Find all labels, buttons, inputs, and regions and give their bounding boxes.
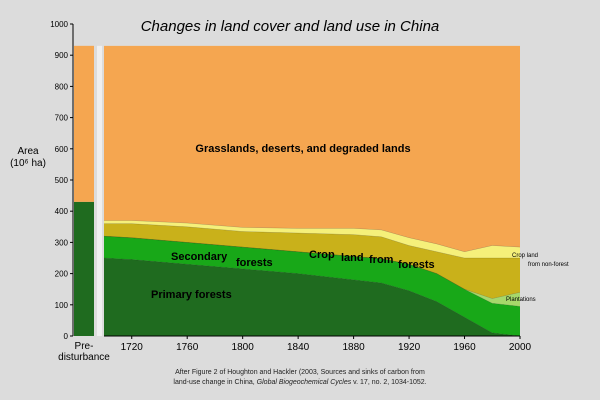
label-crop-1: Crop bbox=[309, 249, 335, 261]
pre-disturbance-label-line: Pre- bbox=[75, 341, 94, 352]
label-crop-land-nonforest-1: Crop land bbox=[512, 253, 538, 259]
band-boundary bbox=[104, 220, 521, 253]
label-crop-3: from bbox=[369, 254, 394, 266]
band-boundary bbox=[104, 223, 520, 259]
label-grasslands: Grasslands, deserts, and degraded lands bbox=[195, 143, 410, 155]
y-tick-label: 700 bbox=[55, 114, 69, 123]
area-grasslands-deserts-and-degraded-lands bbox=[104, 45, 520, 252]
area-primary-forests bbox=[104, 258, 520, 336]
area-crop-land bbox=[104, 223, 520, 299]
area-series bbox=[103, 45, 521, 337]
x-tick-label: 1760 bbox=[176, 342, 199, 353]
x-tick-label: 2000 bbox=[509, 342, 532, 353]
area-secondary-forests bbox=[104, 236, 520, 336]
y-tick-label: 1000 bbox=[50, 20, 68, 29]
band-boundary bbox=[103, 235, 521, 307]
x-axis: 1720 1760 1800 1840 1880 1920 1960 2000 bbox=[104, 335, 532, 353]
caption-journal: Global Biogeochemical Cycles bbox=[257, 379, 352, 386]
pre-disturbance-label: Pre-disturbance bbox=[58, 341, 110, 363]
x-tick-label: 1720 bbox=[121, 342, 144, 353]
caption-line-2: land-use change in China, Global Biogeoc… bbox=[173, 379, 426, 386]
label-crop-2: land bbox=[341, 252, 364, 264]
pre-disturbance-segment-grasslands bbox=[74, 45, 94, 202]
x-tick-label: 1800 bbox=[232, 342, 255, 353]
y-axis: 0 100 200 300 400 500 600 700 800 900 1000 bbox=[50, 20, 74, 341]
area-crop-land-from-non-forest bbox=[104, 220, 520, 258]
label-secondary-2: forests bbox=[236, 257, 273, 269]
y-tick-label: 400 bbox=[55, 207, 69, 216]
chart-title: Changes in land cover and land use in Ch… bbox=[141, 18, 440, 35]
label-primary-forests: Primary forests bbox=[151, 289, 232, 301]
label-plantations: Plantations bbox=[506, 297, 536, 303]
y-tick-label: 300 bbox=[55, 238, 69, 247]
y-tick-label: 800 bbox=[55, 82, 69, 91]
band-boundary bbox=[103, 235, 521, 299]
caption-line-2a: land-use change in China, bbox=[173, 379, 256, 386]
pre-disturbance-label-line: disturbance bbox=[58, 352, 110, 363]
y-tick-label: 500 bbox=[55, 176, 69, 185]
y-tick-label: 900 bbox=[55, 51, 69, 60]
caption-line-2c: v. 17, no. 2, 1034-1052. bbox=[351, 379, 426, 386]
x-tick-label: 1960 bbox=[453, 342, 476, 353]
caption-line-1: After Figure 2 of Houghton and Hackler (… bbox=[175, 369, 425, 376]
label-crop-4: forests bbox=[398, 259, 435, 271]
y-axis-unit: (10⁶ ha) bbox=[10, 158, 46, 169]
x-tick-label: 1880 bbox=[342, 342, 365, 353]
axis-break bbox=[97, 45, 102, 337]
x-tick-label: 1920 bbox=[398, 342, 421, 353]
y-tick-label: 200 bbox=[55, 270, 69, 279]
y-tick-label: 600 bbox=[55, 145, 69, 154]
y-tick-label: 100 bbox=[55, 301, 69, 310]
label-secondary-1: Secondary bbox=[171, 251, 228, 263]
y-tick-label: 0 bbox=[64, 332, 69, 341]
pre-disturbance-segment-forests bbox=[74, 201, 94, 336]
pre-disturbance-bar: Pre-disturbance bbox=[58, 45, 110, 363]
x-tick-label: 1840 bbox=[287, 342, 310, 353]
label-crop-land-nonforest-2: from non-forest bbox=[528, 262, 569, 268]
band-boundary bbox=[103, 257, 521, 337]
y-axis-label: Area bbox=[17, 146, 39, 157]
